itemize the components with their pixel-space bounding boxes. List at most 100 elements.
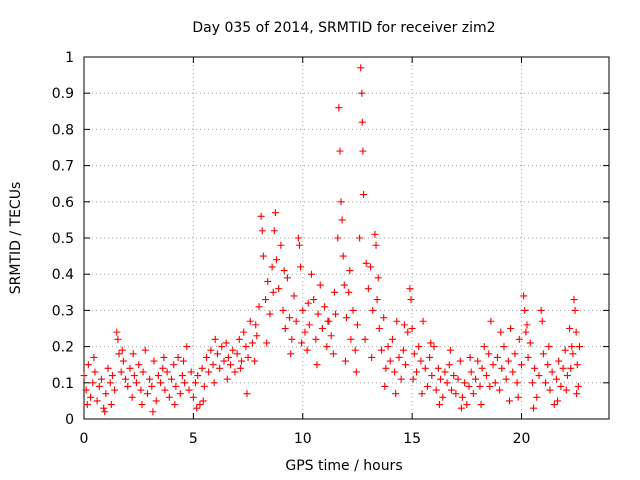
- data-point: [329, 350, 337, 358]
- data-point: [312, 335, 320, 343]
- data-point: [430, 343, 438, 351]
- data-point: [170, 361, 178, 369]
- y-tick-label: 0.6: [52, 195, 74, 211]
- data-point: [448, 386, 455, 394]
- data-point: [181, 379, 189, 387]
- data-point: [533, 393, 541, 401]
- data-point: [563, 372, 571, 380]
- data-point: [463, 401, 471, 409]
- y-tick-label: 0.1: [52, 376, 74, 392]
- data-point: [375, 325, 383, 332]
- data-point: [185, 386, 193, 394]
- data-point: [213, 350, 221, 358]
- data-point: [573, 361, 581, 369]
- data-point: [356, 234, 364, 242]
- data-point: [480, 343, 488, 351]
- data-point: [358, 89, 366, 97]
- data-point: [100, 404, 108, 412]
- data-point: [353, 321, 361, 329]
- data-point: [283, 274, 291, 282]
- data-point: [271, 209, 279, 217]
- data-point: [91, 368, 99, 376]
- data-point: [402, 361, 410, 369]
- data-point: [255, 303, 263, 311]
- data-point: [574, 382, 582, 390]
- data-point: [218, 343, 226, 351]
- data-point: [371, 230, 379, 238]
- data-point: [270, 227, 278, 235]
- data-point: [557, 382, 565, 390]
- data-point: [537, 306, 545, 314]
- data-point: [160, 353, 168, 361]
- data-point: [178, 372, 186, 380]
- data-point: [435, 401, 443, 409]
- data-point: [539, 350, 547, 358]
- data-point: [341, 357, 349, 365]
- data-point: [337, 198, 345, 206]
- data-point: [187, 368, 195, 376]
- data-point: [555, 357, 563, 365]
- data-point: [80, 372, 88, 380]
- data-point: [161, 386, 169, 394]
- x-tick-label: 20: [513, 431, 531, 447]
- data-point: [566, 325, 574, 332]
- data-point: [483, 372, 490, 380]
- data-point: [335, 104, 343, 112]
- data-point: [137, 386, 145, 394]
- data-point: [343, 314, 350, 322]
- data-point: [240, 328, 248, 336]
- data-point: [362, 259, 370, 267]
- data-point: [542, 379, 550, 387]
- data-point: [196, 401, 204, 409]
- data-point: [456, 357, 464, 365]
- y-axis-label: SRMTID / TECUs: [8, 182, 24, 295]
- data-point: [526, 339, 534, 347]
- data-point: [426, 353, 434, 361]
- data-point: [205, 368, 213, 376]
- data-point: [259, 252, 267, 260]
- data-point: [521, 306, 529, 314]
- data-point: [351, 346, 359, 354]
- data-point: [369, 306, 377, 314]
- data-point: [129, 350, 137, 358]
- data-point: [207, 346, 215, 354]
- data-point: [391, 368, 399, 376]
- data-point: [450, 372, 458, 380]
- data-point: [295, 241, 303, 249]
- data-point: [141, 346, 149, 354]
- data-point: [559, 364, 567, 372]
- data-point: [104, 364, 112, 372]
- data-point: [399, 346, 407, 354]
- data-point: [352, 368, 360, 376]
- data-point: [290, 292, 298, 300]
- data-point: [339, 252, 347, 260]
- data-point: [472, 375, 480, 383]
- data-point: [421, 364, 429, 372]
- data-point: [413, 368, 420, 376]
- data-point: [457, 404, 465, 412]
- data-point: [87, 393, 95, 401]
- data-point: [432, 386, 440, 394]
- data-point: [108, 372, 116, 380]
- data-point: [330, 288, 338, 296]
- data-point: [419, 317, 427, 325]
- data-point: [135, 361, 143, 369]
- plot-frame: [83, 56, 610, 420]
- data-point: [573, 390, 581, 398]
- axis-ticks: 00.10.20.30.40.50.60.70.80.910 5 10 15 20: [52, 50, 609, 447]
- data-point: [126, 364, 134, 372]
- data-point: [498, 364, 506, 372]
- data-point: [174, 353, 182, 361]
- data-point: [446, 346, 454, 354]
- data-point: [443, 379, 451, 387]
- data-point: [199, 397, 207, 405]
- data-point: [407, 296, 415, 304]
- data-point: [493, 353, 501, 361]
- data-point: [570, 296, 578, 304]
- data-point: [157, 379, 165, 387]
- data-point: [236, 364, 244, 372]
- data-point: [224, 353, 232, 361]
- data-point: [439, 393, 447, 401]
- data-point: [176, 390, 184, 398]
- data-point: [445, 361, 453, 369]
